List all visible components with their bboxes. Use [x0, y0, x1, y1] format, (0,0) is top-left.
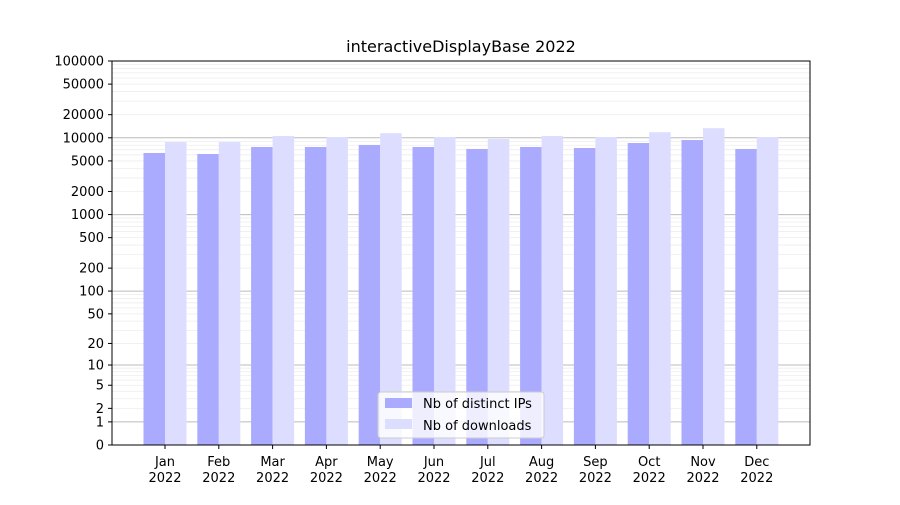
- x-tick-label: Aug 2022: [525, 455, 558, 486]
- bar-ips: [627, 143, 650, 445]
- y-tick-label: 20000: [63, 108, 104, 123]
- legend-swatch-downloads: [385, 419, 412, 429]
- bar-downloads: [218, 142, 241, 445]
- bar-ips: [466, 148, 488, 445]
- x-tick-label: Dec 2022: [740, 455, 773, 486]
- x-tick-label: Jul 2022: [471, 455, 504, 486]
- y-tick-label: 0: [96, 439, 104, 454]
- legend-swatch-ips: [385, 398, 412, 408]
- legend: Nb of distinct IPs Nb of downloads: [377, 391, 545, 439]
- bar-downloads: [326, 137, 348, 445]
- plot-frame: [111, 60, 811, 446]
- bar-ips: [197, 154, 219, 445]
- x-tick-label: Jan 2022: [148, 455, 181, 486]
- bar-ips: [735, 148, 757, 445]
- x-tick-label: Sep 2022: [579, 455, 612, 486]
- y-tick-label: 1: [96, 415, 104, 430]
- y-tick-label: 5: [96, 379, 104, 394]
- bar-ips: [520, 146, 542, 446]
- bar-ips: [412, 146, 434, 446]
- bar-downloads: [434, 137, 456, 445]
- y-tick-label: 50: [87, 307, 104, 322]
- bar-downloads: [487, 139, 510, 445]
- bar-downloads: [756, 137, 779, 445]
- bar-downloads: [703, 128, 725, 445]
- bar-ips: [681, 140, 703, 445]
- y-tick-label: 5000: [71, 154, 104, 169]
- bar-downloads: [649, 132, 671, 445]
- x-tick-label: Nov 2022: [686, 455, 719, 486]
- y-tick-label: 100: [79, 285, 104, 300]
- bar-ips: [573, 148, 596, 445]
- y-tick-label: 50000: [63, 78, 104, 93]
- legend-label-downloads: Nb of downloads: [423, 419, 532, 434]
- y-tick-label: 2: [96, 402, 104, 417]
- bar-downloads: [165, 142, 187, 445]
- y-tick-label: 500: [79, 231, 104, 246]
- bar-downloads: [595, 137, 617, 445]
- x-tick-label: May 2022: [364, 455, 397, 486]
- legend-label-ips: Nb of distinct IPs: [423, 397, 532, 412]
- bar-ips: [251, 146, 273, 446]
- bar-ips: [304, 146, 327, 446]
- y-tick-label: 1000: [71, 208, 104, 223]
- bar-downloads: [541, 136, 564, 445]
- x-tick-label: Oct 2022: [633, 455, 666, 486]
- y-tick-label: 10000: [63, 131, 104, 146]
- x-tick-label: Feb 2022: [202, 455, 235, 486]
- bar-downloads: [272, 136, 295, 445]
- x-tick-label: Jun 2022: [417, 455, 450, 486]
- x-tick-label: Mar 2022: [256, 455, 289, 486]
- x-tick-label: Apr 2022: [310, 455, 343, 486]
- y-tick-label: 20: [87, 337, 104, 352]
- y-tick-label: 100000: [54, 55, 104, 70]
- chart-title: interactiveDisplayBase 2022: [346, 37, 576, 56]
- y-tick-label: 10: [87, 359, 104, 374]
- bar-downloads: [380, 133, 402, 445]
- bar-ips: [358, 144, 381, 445]
- y-tick-label: 2000: [71, 185, 104, 200]
- y-tick-label: 200: [79, 262, 104, 277]
- bar-ips: [143, 152, 165, 445]
